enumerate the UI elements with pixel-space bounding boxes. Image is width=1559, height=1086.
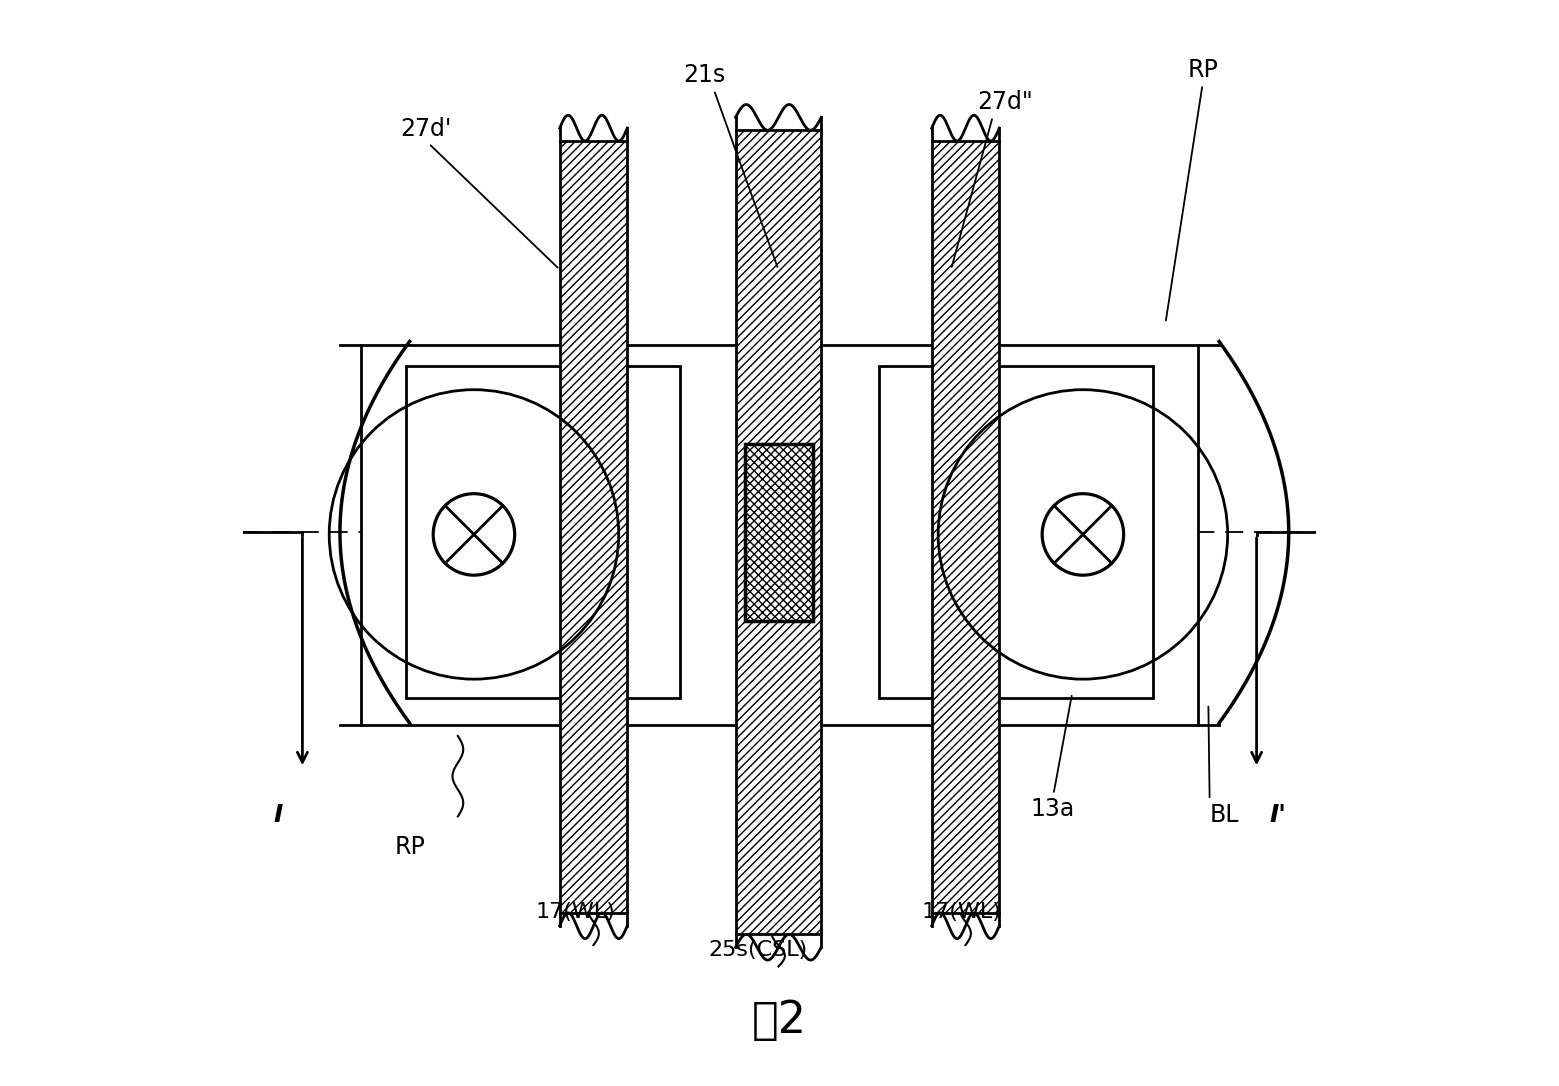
Bar	[362, 344, 1197, 725]
Text: I': I'	[1269, 803, 1286, 826]
Text: I: I	[273, 803, 282, 826]
Bar	[932, 141, 999, 913]
Text: 17(WL): 17(WL)	[536, 902, 616, 922]
Text: RP: RP	[1166, 58, 1219, 320]
Text: 13a: 13a	[1030, 696, 1076, 821]
Text: 21s: 21s	[683, 63, 778, 267]
Text: 27d": 27d"	[951, 90, 1032, 267]
Text: 27d': 27d'	[401, 116, 558, 267]
Text: 25s(CSL): 25s(CSL)	[708, 939, 808, 960]
Text: BL: BL	[1208, 707, 1239, 826]
Bar	[736, 130, 822, 934]
Text: 图2: 图2	[751, 999, 808, 1041]
Bar	[407, 366, 680, 698]
Text: RP: RP	[394, 835, 426, 859]
Bar	[560, 141, 627, 913]
Bar	[879, 366, 1152, 698]
Bar	[745, 444, 812, 621]
Text: 17(WL): 17(WL)	[921, 902, 1002, 922]
